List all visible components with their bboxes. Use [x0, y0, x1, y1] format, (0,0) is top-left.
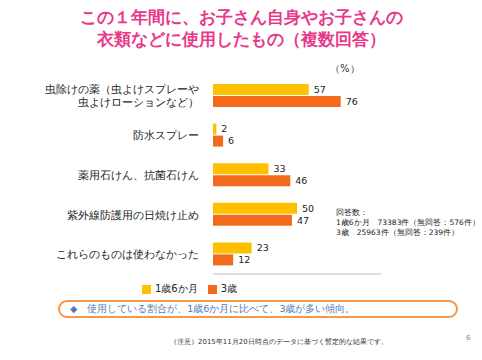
html-text:6: 6 — [466, 334, 471, 342]
svg-text:薬用石けん、抗菌石けん: 薬用石けん、抗菌石けん — [78, 169, 199, 182]
svg-text:46: 46 — [295, 175, 307, 186]
html-text:回答数：: 回答数： — [336, 208, 368, 217]
svg-text:6: 6 — [228, 135, 234, 146]
svg-text:33: 33 — [273, 163, 285, 174]
svg-text:50: 50 — [302, 203, 314, 214]
html-text:3歳 25963件（無回答：239件）: 3歳 25963件（無回答：239件） — [336, 228, 459, 237]
svg-text:12: 12 — [238, 254, 250, 265]
svg-text:2: 2 — [221, 123, 227, 134]
html-text:3歳: 3歳 — [220, 283, 237, 294]
svg-text:虫除けの薬（虫よけスプレーや: 虫除けの薬（虫よけスプレーや — [45, 83, 199, 96]
html-text:1歳6か月: 1歳6か月 — [154, 283, 198, 294]
html-text:（注意）2015年11月20日時点のデータに基づく暫定的な結: （注意）2015年11月20日時点のデータに基づく暫定的な結果です。 — [170, 338, 388, 346]
svg-text:47: 47 — [297, 215, 309, 226]
html-text:◆ 使用している割合が、1歳6か月に比べて、3歳が多い傾向。: ◆ 使用している割合が、1歳6か月に比べて、3歳が多い傾向。 — [70, 303, 356, 314]
svg-text:57: 57 — [314, 84, 326, 95]
svg-text:防水スプレー: 防水スプレー — [133, 129, 199, 141]
svg-text:これらのものは使わなかった: これらのものは使わなかった — [56, 248, 199, 260]
svg-text:虫よけローションなど）: 虫よけローションなど） — [78, 96, 199, 109]
html-text:この１年間に、お子さん自身やお子さんの 衣類などに使用したも: この１年間に、お子さん自身やお子さんの 衣類などに使用したもの（複数回答） — [79, 7, 403, 49]
svg-text:23: 23 — [257, 242, 269, 253]
html-text:1歳6か月 73383件（無回答：576件）: 1歳6か月 73383件（無回答：576件） — [336, 218, 480, 227]
svg-text:紫外線防護用の日焼け止め: 紫外線防護用の日焼け止め — [67, 209, 199, 222]
svg-text:76: 76 — [346, 96, 358, 107]
